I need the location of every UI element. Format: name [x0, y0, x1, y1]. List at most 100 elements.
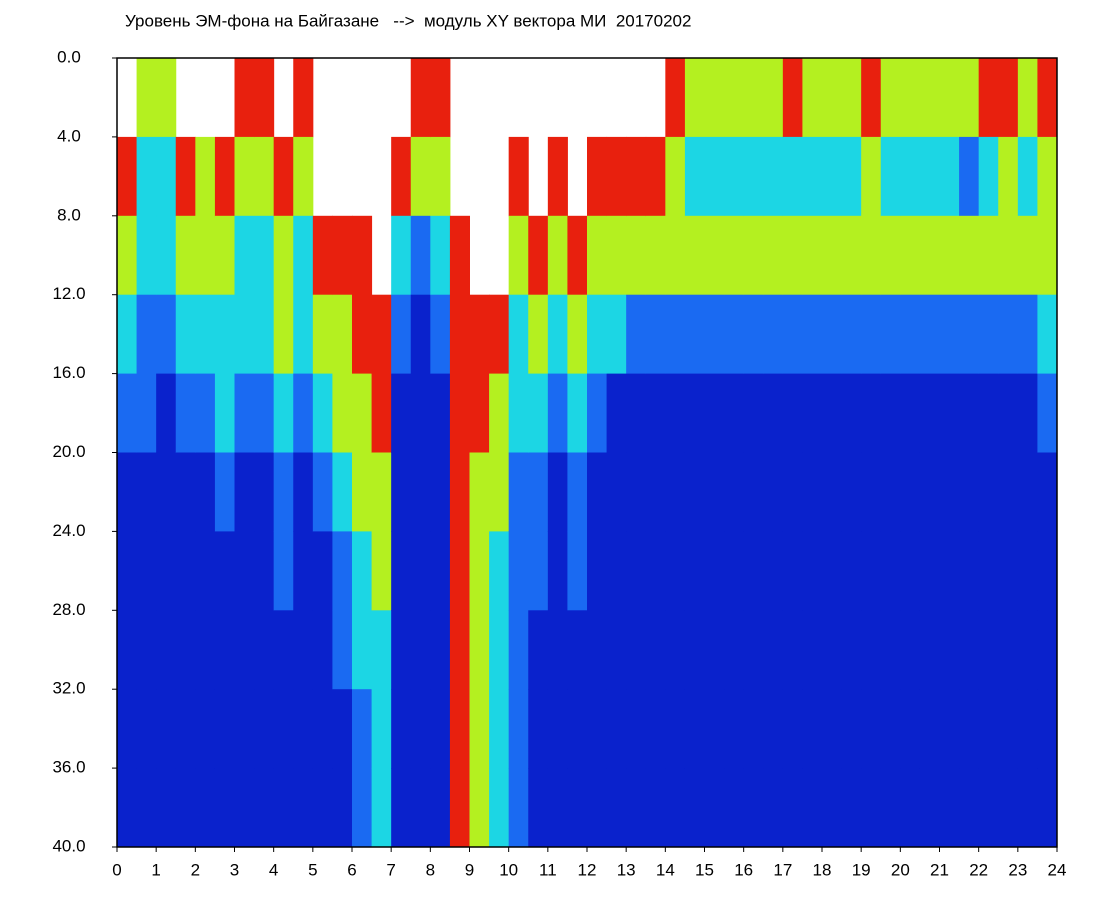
heatmap-cell: [822, 136, 843, 217]
x-tick-label: 8: [426, 860, 435, 879]
heatmap-cell: [802, 689, 823, 769]
heatmap-cell: [959, 689, 980, 769]
heatmap-cell: [939, 58, 960, 138]
heatmap-cell: [665, 136, 686, 217]
heatmap-cell: [430, 58, 451, 138]
heatmap-cell: [273, 136, 294, 217]
heatmap-cell: [117, 215, 138, 296]
heatmap-cell: [606, 452, 627, 532]
heatmap-cell: [430, 373, 451, 453]
heatmap-cell: [430, 136, 451, 217]
heatmap-cell: [802, 610, 823, 690]
heatmap-cell: [782, 58, 803, 138]
heatmap-cell: [117, 768, 138, 848]
heatmap-cell: [567, 452, 588, 532]
heatmap-cell: [175, 373, 196, 453]
heatmap-cell: [959, 768, 980, 848]
heatmap-cell: [410, 452, 431, 532]
heatmap-cell: [978, 58, 999, 138]
heatmap-cell: [645, 768, 666, 848]
heatmap-cell: [998, 610, 1019, 690]
heatmap-cell: [254, 373, 275, 453]
heatmap-cell: [626, 136, 647, 217]
heatmap-cell: [704, 610, 725, 690]
heatmap-cell: [645, 531, 666, 611]
heatmap-cell: [841, 610, 862, 690]
heatmap-cell: [1017, 58, 1038, 138]
heatmap-cell: [469, 768, 490, 848]
heatmap-cell: [684, 373, 705, 453]
heatmap-cell: [528, 452, 549, 532]
heatmap-cell: [978, 610, 999, 690]
heatmap-cell: [704, 689, 725, 769]
heatmap-cell: [136, 452, 157, 532]
heatmap-cell: [998, 136, 1019, 217]
heatmap-cell: [782, 610, 803, 690]
y-tick-label: 8.0: [57, 205, 81, 224]
heatmap-cell: [234, 531, 255, 611]
heatmap-cell: [900, 452, 921, 532]
heatmap-cell: [195, 452, 216, 532]
heatmap-cell: [469, 294, 490, 375]
heatmap-cell: [1017, 531, 1038, 611]
heatmap-cell: [919, 215, 940, 296]
heatmap-cell: [273, 373, 294, 453]
y-tick-label: 24.0: [52, 521, 85, 540]
heatmap-cell: [606, 689, 627, 769]
heatmap-cell: [117, 373, 138, 453]
y-tick-label: 20.0: [52, 442, 85, 461]
heatmap-cell: [743, 689, 764, 769]
heatmap-cell: [743, 768, 764, 848]
heatmap-cell: [782, 768, 803, 848]
heatmap-cell: [508, 452, 529, 532]
heatmap-cell: [234, 610, 255, 690]
heatmap-cell: [469, 531, 490, 611]
heatmap-cell: [1017, 689, 1038, 769]
heatmap-cell: [684, 58, 705, 138]
x-tick-label: 14: [656, 860, 675, 879]
heatmap-cell: [959, 610, 980, 690]
heatmap-cell: [978, 215, 999, 296]
heatmap-cell: [1017, 768, 1038, 848]
heatmap-cell: [136, 58, 157, 138]
heatmap-cell: [567, 689, 588, 769]
heatmap-cell: [332, 373, 353, 453]
heatmap-cell: [156, 768, 177, 848]
heatmap-cell: [214, 215, 235, 296]
heatmap-cell: [802, 58, 823, 138]
heatmap-cell: [645, 452, 666, 532]
x-tick-label: 20: [891, 860, 910, 879]
heatmap-cell: [802, 531, 823, 611]
heatmap-cell: [136, 610, 157, 690]
heatmap-cell: [1037, 689, 1058, 769]
heatmap-cell: [547, 215, 568, 296]
heatmap-cell: [684, 689, 705, 769]
heatmap-cell: [763, 689, 784, 769]
heatmap-cell: [704, 136, 725, 217]
x-tick-label: 22: [969, 860, 988, 879]
heatmap-cell: [410, 610, 431, 690]
heatmap-cell: [861, 58, 882, 138]
heatmap-cell: [724, 610, 745, 690]
heatmap-cell: [234, 58, 255, 138]
heatmap-cell: [117, 136, 138, 217]
heatmap-cell: [547, 768, 568, 848]
heatmap-cell: [312, 768, 333, 848]
heatmap-cell: [508, 215, 529, 296]
heatmap-cell: [175, 768, 196, 848]
heatmap-cell: [371, 689, 392, 769]
heatmap-cell: [508, 373, 529, 453]
heatmap-cell: [214, 610, 235, 690]
heatmap-cell: [900, 373, 921, 453]
heatmap-cell: [645, 215, 666, 296]
x-tick-label: 4: [269, 860, 278, 879]
heatmap-cell: [273, 768, 294, 848]
heatmap-cell: [528, 610, 549, 690]
heatmap-cell: [743, 136, 764, 217]
heatmap-cell: [449, 215, 470, 296]
heatmap-cell: [763, 452, 784, 532]
heatmap-cell: [861, 373, 882, 453]
heatmap-cell: [352, 768, 373, 848]
heatmap-cell: [880, 373, 901, 453]
x-tick-label: 15: [695, 860, 714, 879]
